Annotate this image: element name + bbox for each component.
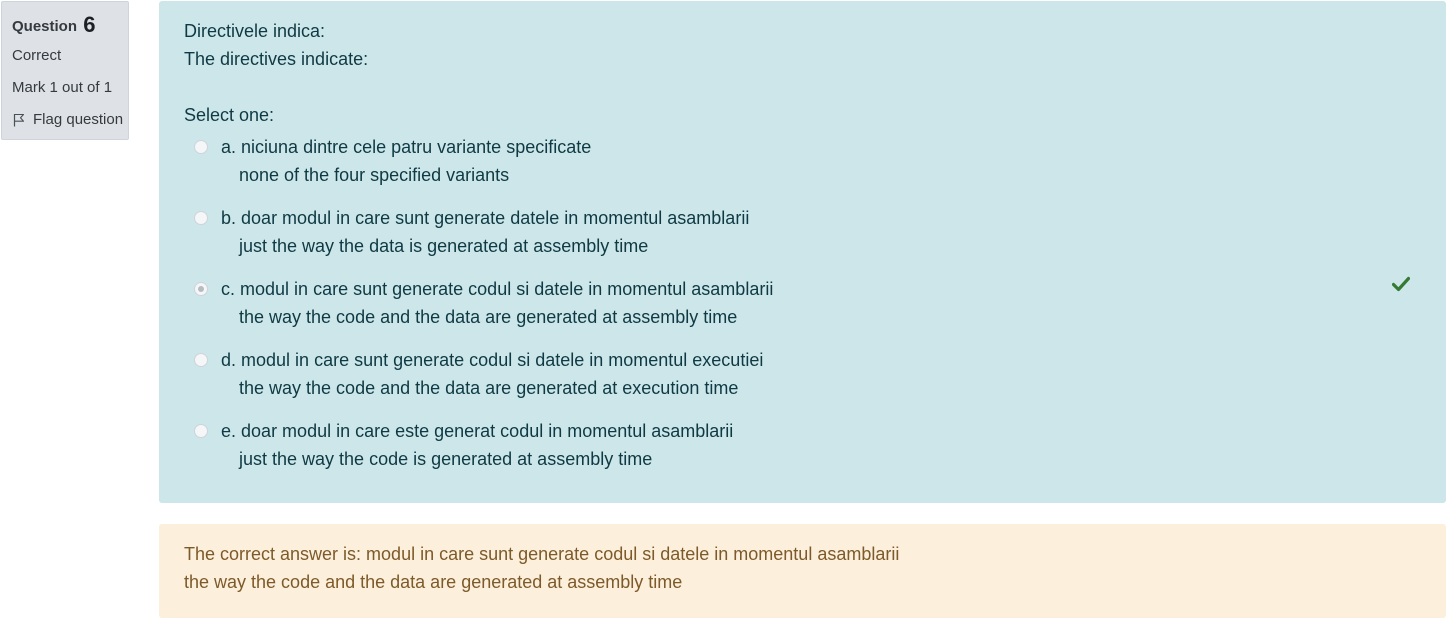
check-icon (1392, 276, 1410, 292)
answer-option-line-ro: b. doar modul in care sunt generate date… (221, 208, 749, 228)
answer-option-text-ro: doar modul in care sunt generate datele … (241, 208, 750, 228)
answer-option-line-ro: c. modul in care sunt generate codul si … (221, 279, 773, 299)
answer-option-d[interactable]: d. modul in care sunt generate codul si … (194, 346, 1421, 417)
answer-prompt: Select one: (184, 105, 275, 125)
feedback-line-1: The correct answer is: modul in care sun… (184, 544, 900, 564)
answer-option-letter: d. (221, 350, 237, 370)
radio-button[interactable] (194, 353, 208, 367)
answer-option-label: e. doar modul in care este generat codul… (221, 417, 733, 473)
question-state: Correct (12, 47, 62, 64)
answer-option-text-ro: niciuna dintre cele patru variante speci… (241, 137, 592, 157)
question-text-en: The directives indicate: (184, 49, 369, 69)
answer-option-text-en: just the way the code is generated at as… (239, 449, 653, 469)
question-grade: Mark 1 out of 1 (12, 79, 113, 96)
question-number: Question 6 (12, 12, 128, 38)
answer-option-c[interactable]: c. modul in care sunt generate codul si … (194, 275, 1421, 346)
answer-option-letter: a. (221, 137, 237, 157)
answer-option-letter: b. (221, 208, 237, 228)
answer-option-text-ro: modul in care sunt generate codul si dat… (240, 279, 774, 299)
flag-icon (13, 113, 25, 127)
answer-option-text-en: the way the code and the data are genera… (239, 378, 739, 398)
answer-option-letter: e. (221, 421, 237, 441)
answer-option-text-ro: modul in care sunt generate codul si dat… (241, 350, 764, 370)
answer-option-label: d. modul in care sunt generate codul si … (221, 346, 763, 402)
answer-option-letter: c. (221, 279, 236, 299)
radio-button[interactable] (194, 282, 208, 296)
question-text-ro: Directivele indica: (184, 21, 326, 41)
answer-option-line-ro: d. modul in care sunt generate codul si … (221, 350, 763, 370)
answer-option-a[interactable]: a. niciuna dintre cele patru variante sp… (194, 133, 1421, 204)
answer-option-line-ro: e. doar modul in care este generat codul… (221, 421, 733, 441)
answer-option-text-en: none of the four specified variants (239, 165, 510, 185)
answer-options: a. niciuna dintre cele patru variante sp… (184, 133, 1421, 488)
answer-option-label: a. niciuna dintre cele patru variante sp… (221, 133, 591, 189)
answer-option-b[interactable]: b. doar modul in care sunt generate date… (194, 204, 1421, 275)
answer-option-text-en: the way the code and the data are genera… (239, 307, 738, 327)
question-label: Question (12, 18, 78, 35)
answer-option-text-en: just the way the data is generated at as… (239, 236, 649, 256)
flag-question-link[interactable]: Flag question (12, 110, 128, 130)
radio-button[interactable] (194, 140, 208, 154)
question-number-value: 6 (83, 12, 96, 37)
radio-button[interactable] (194, 211, 208, 225)
feedback-line-2: the way the code and the data are genera… (184, 572, 683, 592)
question-formulation: Directivele indica: The directives indic… (159, 1, 1446, 503)
answer-option-text-ro: doar modul in care este generat codul in… (241, 421, 734, 441)
correct-answer-feedback: The correct answer is: modul in care sun… (159, 524, 1446, 618)
answer-option-line-ro: a. niciuna dintre cele patru variante sp… (221, 137, 591, 157)
flag-question-label: Flag question (33, 111, 124, 128)
answer-option-label: b. doar modul in care sunt generate date… (221, 204, 749, 260)
question-text: Directivele indica: The directives indic… (184, 17, 1421, 73)
answer-option-label: c. modul in care sunt generate codul si … (221, 275, 773, 331)
answer-option-e[interactable]: e. doar modul in care este generat codul… (194, 417, 1421, 488)
radio-button[interactable] (194, 424, 208, 438)
question-info-panel: Question 6 Correct Mark 1 out of 1 Flag … (1, 1, 129, 140)
